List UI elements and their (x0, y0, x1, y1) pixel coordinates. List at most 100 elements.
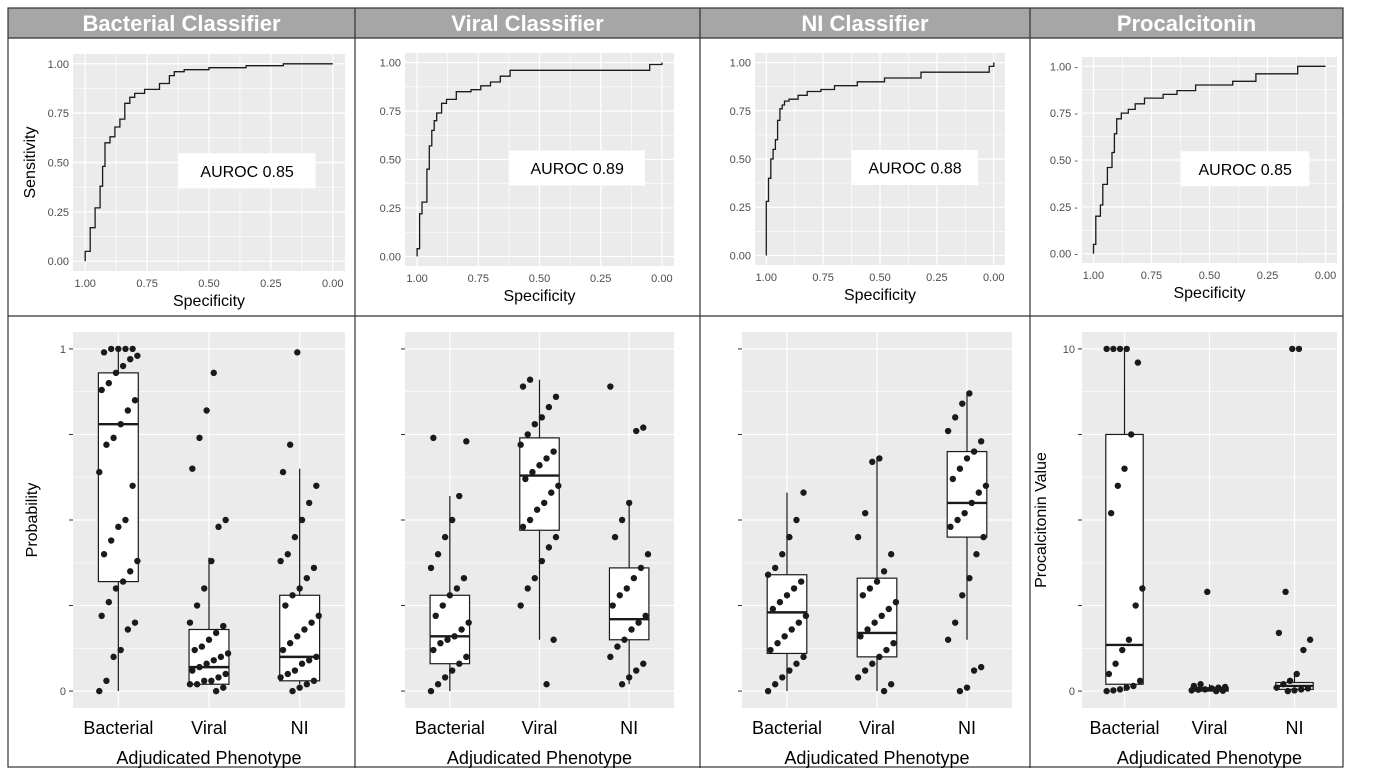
data-point (543, 455, 550, 462)
data-point (310, 564, 318, 572)
data-point (522, 475, 529, 483)
x-tick-label: 0.00 (322, 278, 343, 290)
data-point (115, 345, 122, 353)
data-point (203, 660, 210, 667)
data-point (201, 677, 208, 685)
data-point (124, 407, 132, 414)
y-tick-label: 1 (60, 344, 66, 356)
data-point (1195, 686, 1202, 693)
data-point (531, 420, 538, 428)
y-tick-label: 0 (60, 686, 66, 698)
data-point (189, 465, 196, 472)
y-tick-label: 0.75 (730, 106, 751, 118)
data-point (944, 636, 952, 643)
data-point (790, 585, 798, 592)
auroc-annotation: AUROC 0.88 (868, 161, 961, 178)
data-point (186, 619, 194, 626)
data-point (196, 434, 203, 442)
y-tick-label: 0.50 (48, 158, 69, 170)
data-point (110, 434, 117, 442)
x-tick-label: 0.25 (260, 278, 281, 290)
data-point (802, 612, 810, 620)
x-tick-label: 0.50 (1199, 270, 1220, 282)
data-point (301, 626, 308, 633)
data-point (767, 646, 774, 654)
data-point (944, 427, 952, 435)
data-point (296, 684, 303, 691)
data-point (1201, 686, 1209, 693)
data-point (453, 585, 461, 592)
x-tick-label: Viral (859, 718, 895, 738)
data-point (186, 681, 194, 688)
x-axis-title: Specificity (173, 293, 245, 310)
x-tick-label: 0.25 (590, 273, 611, 285)
data-point (277, 557, 284, 565)
data-point (526, 516, 534, 524)
column-header (355, 8, 700, 38)
data-point (303, 574, 311, 582)
data-point (797, 578, 805, 585)
y-tick-label: 0.25 (730, 202, 751, 214)
data-point (100, 551, 108, 558)
data-point (1215, 684, 1222, 691)
auroc-box (509, 150, 645, 186)
data-point (222, 516, 229, 524)
x-axis-title: Adjudicated Phenotype (1117, 748, 1302, 768)
data-point (456, 660, 463, 667)
y-tick-label: 0.25 (380, 203, 401, 215)
data-point (1289, 345, 1296, 353)
data-point (1119, 646, 1126, 654)
data-point (294, 349, 301, 356)
data-point (524, 431, 531, 438)
data-point (1221, 683, 1229, 691)
y-tick-label: 0.50 - (1050, 155, 1078, 167)
data-point (876, 455, 883, 462)
boxplot-chart: Bacterial Viral NI Adjudicated Phenotype (401, 332, 674, 768)
data-point (134, 352, 141, 359)
data-point (774, 639, 781, 647)
data-point (968, 499, 975, 507)
y-tick-label: 0.00 (48, 256, 69, 268)
x-tick-label: Viral (522, 718, 558, 738)
x-tick-label: Bacterial (83, 718, 153, 738)
data-point (854, 674, 862, 681)
data-point (621, 636, 628, 643)
data-point (533, 506, 541, 513)
roc-curve (416, 62, 663, 257)
data-point (764, 687, 772, 695)
data-point (315, 612, 322, 620)
data-point (201, 585, 208, 592)
data-point (105, 379, 113, 387)
box (97, 372, 139, 583)
x-tick-label: Viral (191, 718, 227, 738)
data-point (628, 626, 635, 633)
data-point (1291, 687, 1298, 694)
x-axis-title: Specificity (503, 288, 575, 305)
data-point (788, 626, 795, 633)
data-point (279, 468, 287, 476)
data-point (550, 636, 557, 643)
boxplot-chart: Bacterial Viral NI Adjudicated Phenotype (738, 332, 1012, 768)
data-point (800, 489, 807, 496)
data-point (779, 551, 786, 558)
data-point (625, 499, 633, 507)
data-point (289, 592, 296, 599)
data-point (866, 585, 874, 592)
data-point (448, 516, 456, 524)
data-point (1190, 682, 1198, 690)
y-axis-title: Probability (24, 483, 41, 558)
x-tick-label: 0.25 (1257, 270, 1278, 282)
data-point (432, 612, 439, 620)
roc-chart: 1.00 0.75 0.50 0.25 0.00 0.00 0.25 0.50 0.75 1.00… (22, 54, 345, 310)
data-point (861, 667, 869, 674)
data-point (310, 677, 318, 685)
data-point (640, 424, 647, 431)
data-point (795, 619, 803, 626)
data-point (538, 557, 546, 565)
cell-borders (7, 7, 1344, 768)
y-tick-label: 0 (1069, 686, 1075, 698)
data-point (212, 687, 220, 695)
data-point (959, 400, 966, 407)
data-point (1110, 687, 1117, 694)
